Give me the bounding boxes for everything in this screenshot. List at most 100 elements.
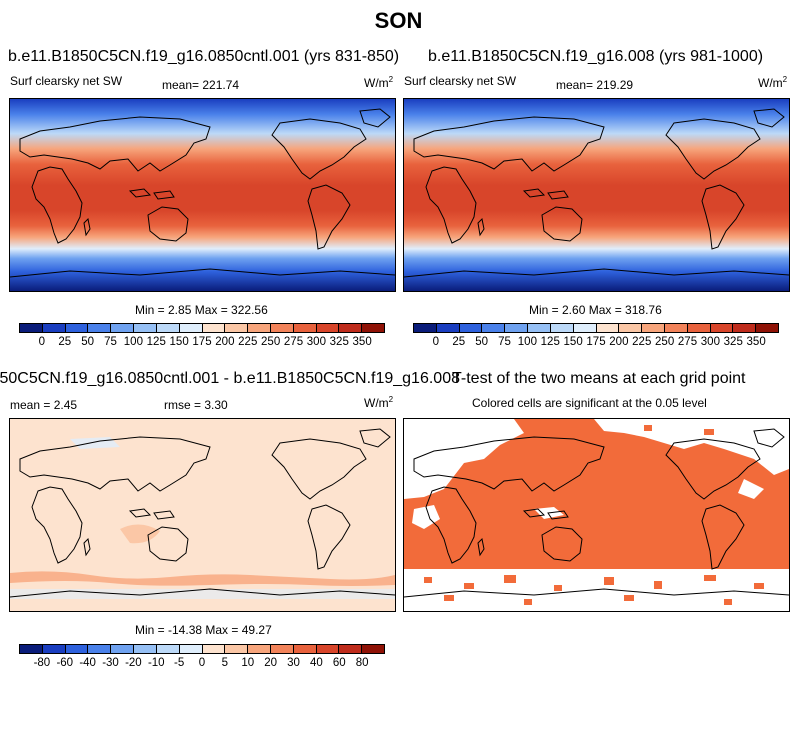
colorbar-swatch xyxy=(156,645,180,653)
colorbar-swatch xyxy=(436,324,460,332)
colorbar-swatch xyxy=(42,324,66,332)
panel3-rmse-label: rmse = 3.30 xyxy=(164,398,228,412)
colorbar-swatch xyxy=(339,645,363,653)
colorbar-tick-label: 225 xyxy=(238,336,258,348)
colorbar-tick-label: 325 xyxy=(723,336,743,348)
colorbar-tick-label: 20 xyxy=(264,657,278,669)
colorbar-swatch xyxy=(248,324,271,332)
colorbar-swatch xyxy=(482,324,506,332)
colorbar-tick-label: 25 xyxy=(58,336,72,348)
panel4-map xyxy=(403,418,790,612)
colorbar-swatch xyxy=(293,645,317,653)
colorbar-swatch xyxy=(88,324,112,332)
colorbar-tick-label: 225 xyxy=(632,336,652,348)
colorbar-tick-label: 40 xyxy=(309,657,323,669)
colorbar-tick-label: 30 xyxy=(287,657,300,669)
colorbar-tick-label: 50 xyxy=(475,336,489,348)
colorbar-tick-label: -80 xyxy=(33,657,51,669)
colorbar-swatch xyxy=(756,324,778,332)
colorbar-swatch xyxy=(248,645,271,653)
colorbar-tick-label: 175 xyxy=(586,336,606,348)
colorbar-swatch xyxy=(642,324,665,332)
colorbar-tick-label: -30 xyxy=(102,657,119,669)
panel4-significance-map xyxy=(404,419,789,611)
panel3-difference-map xyxy=(10,419,395,611)
colorbar-tick-label: 25 xyxy=(452,336,466,348)
colorbar-swatch xyxy=(550,324,574,332)
panel3-colorbar-labels: -80 -60 -40 -30 -20 -10 -5 0 5 10 20 30 40 60 80 xyxy=(19,657,385,671)
colorbar-swatch xyxy=(20,324,43,332)
colorbar-swatch xyxy=(225,324,249,332)
panel3-minmax: Min = -14.38 Max = 49.27 xyxy=(135,623,272,637)
colorbar-tick-label: 250 xyxy=(655,336,675,348)
colorbar-swatch xyxy=(111,645,135,653)
colorbar-swatch xyxy=(65,324,89,332)
colorbar-swatch xyxy=(270,645,294,653)
colorbar-swatch xyxy=(687,324,711,332)
panel2-units: W/m2 xyxy=(758,75,788,90)
panel1-units: W/m2 xyxy=(364,75,394,90)
colorbar-tick-label: 5 xyxy=(221,657,229,669)
colorbar-tick-label: 125 xyxy=(540,336,560,348)
colorbar-tick-label: -10 xyxy=(147,657,165,669)
panel1-minmax: Min = 2.85 Max = 322.56 xyxy=(135,303,268,317)
colorbar-tick-label: 275 xyxy=(283,336,304,348)
colorbar-tick-label: 150 xyxy=(563,336,583,348)
panel1-case-title: b.e11.B1850C5CN.f19_g16.0850cntl.001 (yr… xyxy=(8,48,400,65)
colorbar-tick-label: 200 xyxy=(609,336,629,348)
colorbar-swatch xyxy=(179,324,203,332)
panel1-variable-label: Surf clearsky net SW xyxy=(10,74,123,88)
colorbar-tick-label: 75 xyxy=(498,336,511,348)
colorbar-swatch xyxy=(111,324,135,332)
colorbar-swatch xyxy=(316,324,340,332)
panel2-mean-label: mean= 219.29 xyxy=(556,78,634,92)
colorbar-swatch xyxy=(134,324,157,332)
colorbar-tick-label: 300 xyxy=(306,336,326,348)
panel2-field-map xyxy=(404,99,789,291)
colorbar-tick-label: -40 xyxy=(79,657,96,669)
panel1-map xyxy=(9,98,396,292)
colorbar-swatch xyxy=(619,324,643,332)
colorbar-tick-label: 175 xyxy=(192,336,212,348)
colorbar-tick-label: 200 xyxy=(215,336,235,348)
colorbar-tick-label: 325 xyxy=(329,336,349,348)
panel2-minmax: Min = 2.60 Max = 318.76 xyxy=(529,303,662,317)
panel2-colorbar-labels: 0 25 50 75 100 125 150 175 200 225 250 275 300 325 350 xyxy=(413,336,779,350)
colorbar-tick-label: 50 xyxy=(81,336,95,348)
colorbar-swatch xyxy=(270,324,294,332)
colorbar-swatch xyxy=(65,645,89,653)
colorbar-swatch xyxy=(362,324,384,332)
panel4-subtitle: Colored cells are significant at the 0.0… xyxy=(472,396,707,410)
colorbar-swatch xyxy=(459,324,483,332)
panel3-colorbar xyxy=(19,644,385,654)
colorbar-tick-label: 80 xyxy=(355,657,369,669)
panel1-mean-label: mean= 221.74 xyxy=(162,78,240,92)
panel3-case-title: 850C5CN.f19_g16.0850cntl.001 - b.e11.B18… xyxy=(0,370,460,387)
main-title: SON xyxy=(374,8,423,33)
colorbar-swatch xyxy=(339,324,363,332)
panel3-mean-label: mean = 2.45 xyxy=(10,398,78,412)
panel1-colorbar xyxy=(19,323,385,333)
colorbar-swatch xyxy=(179,645,203,653)
colorbar-swatch xyxy=(202,324,226,332)
colorbar-swatch xyxy=(596,324,620,332)
colorbar-swatch xyxy=(225,645,249,653)
colorbar-tick-label: 10 xyxy=(241,657,255,669)
panel3-units: W/m2 xyxy=(364,395,394,410)
colorbar-tick-label: 100 xyxy=(517,336,537,348)
colorbar-swatch xyxy=(202,645,226,653)
colorbar-swatch xyxy=(362,645,384,653)
colorbar-swatch xyxy=(710,324,734,332)
colorbar-tick-label: 125 xyxy=(146,336,166,348)
colorbar-tick-label: 300 xyxy=(700,336,720,348)
colorbar-tick-label: 350 xyxy=(352,336,372,348)
panel2-case-title: b.e11.B1850C5CN.f19_g16.008 (yrs 981-100… xyxy=(428,48,764,65)
panel1-field-map xyxy=(10,99,395,291)
colorbar-swatch xyxy=(664,324,688,332)
colorbar-swatch xyxy=(20,645,43,653)
colorbar-tick-label: -5 xyxy=(174,657,185,669)
colorbar-tick-label: 0 xyxy=(38,336,46,348)
colorbar-swatch xyxy=(528,324,551,332)
panel3-map xyxy=(9,418,396,612)
colorbar-swatch xyxy=(42,645,66,653)
